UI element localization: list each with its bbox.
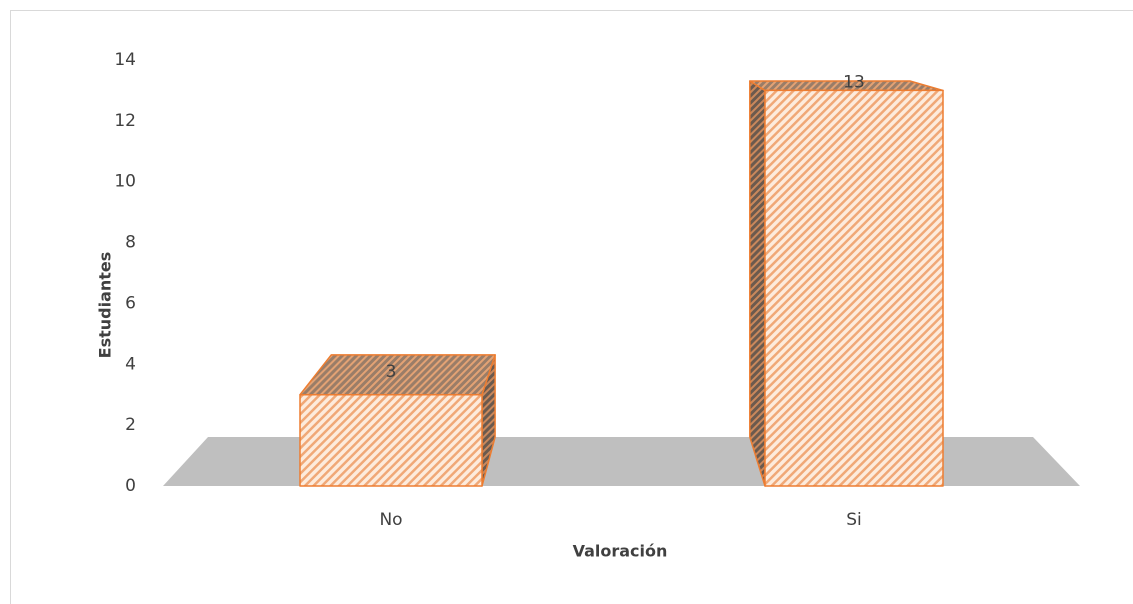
y-tick-label: 2 [125, 415, 136, 435]
x-axis-title: Valoración [573, 542, 668, 561]
chart-frame [10, 10, 1133, 604]
data-label: 13 [843, 73, 865, 93]
bar-front [764, 89, 944, 487]
bar [749, 80, 944, 487]
y-tick-label: 0 [125, 476, 136, 496]
bar-top [299, 354, 496, 396]
data-label: 3 [386, 362, 397, 382]
y-tick-label: 6 [125, 293, 136, 313]
bar-front [299, 393, 483, 487]
x-tick-label: Si [846, 510, 862, 530]
y-tick-label: 10 [114, 172, 136, 192]
y-tick-label: 12 [114, 111, 136, 131]
y-tick-label: 14 [114, 50, 136, 70]
y-axis-title: Estudiantes [96, 252, 115, 359]
x-tick-label: No [379, 510, 402, 530]
y-tick-label: 4 [125, 354, 136, 374]
bar-side [749, 80, 766, 487]
y-tick-label: 8 [125, 233, 136, 253]
bar [299, 354, 496, 487]
